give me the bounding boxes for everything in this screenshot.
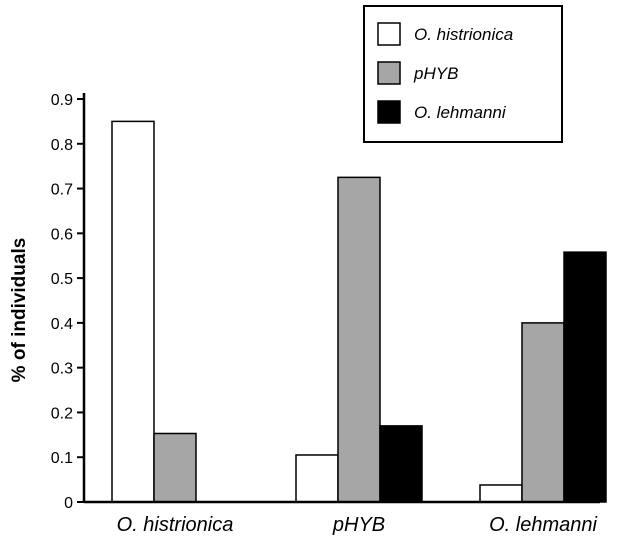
y-tick-label: 0.5 xyxy=(51,271,73,288)
y-tick-label: 0.1 xyxy=(51,450,73,467)
y-tick-label: 0.6 xyxy=(51,226,73,243)
y-tick-label: 0.7 xyxy=(51,182,73,199)
legend-swatch-o-histrionica xyxy=(377,22,401,46)
y-tick-label: 0.4 xyxy=(51,316,73,333)
axes-layer xyxy=(82,93,600,504)
bar-phyb-o-lehmanni xyxy=(379,425,423,503)
bar-o-lehmanni-o-lehmanni xyxy=(563,251,607,503)
y-ticks: 0 0.1 0.2 0.3 0.4 0.5 0.6 0.7 0.8 0.9 xyxy=(51,92,84,512)
bar-o-lehmanni-o-histrionica xyxy=(479,484,523,503)
legend-label-o-histrionica: O. histrionica xyxy=(414,25,513,44)
bar-o-histrionica-phyb xyxy=(153,432,197,503)
y-tick-label: 0 xyxy=(64,495,73,512)
legend: O. histrionica pHYB O. lehmanni xyxy=(363,5,563,143)
bar-o-lehmanni-phyb xyxy=(521,322,565,503)
category-labels: O. histrionica pHYB O. lehmanni xyxy=(117,514,598,536)
y-tick-label: 0.2 xyxy=(51,405,73,422)
y-tick-label: 0.3 xyxy=(51,361,73,378)
category-label-o-lehmanni: O. lehmanni xyxy=(489,514,597,536)
category-label-o-histrionica: O. histrionica xyxy=(117,514,234,536)
legend-swatch-phyb xyxy=(377,61,401,85)
legend-label-phyb: pHYB xyxy=(413,64,458,83)
y-tick-label: 0.8 xyxy=(51,137,73,154)
category-label-phyb: pHYB xyxy=(332,514,385,536)
y-tick-label: 0.9 xyxy=(51,92,73,109)
legend-swatch-o-lehmanni xyxy=(377,100,401,124)
bar-phyb-o-histrionica xyxy=(295,454,339,503)
bar-phyb-phyb xyxy=(337,176,381,503)
bar-o-histrionica-o-histrionica xyxy=(111,120,155,503)
legend-label-o-lehmanni: O. lehmanni xyxy=(414,103,507,122)
bars-layer xyxy=(111,120,607,503)
y-axis-label: % of individuals xyxy=(9,238,30,383)
